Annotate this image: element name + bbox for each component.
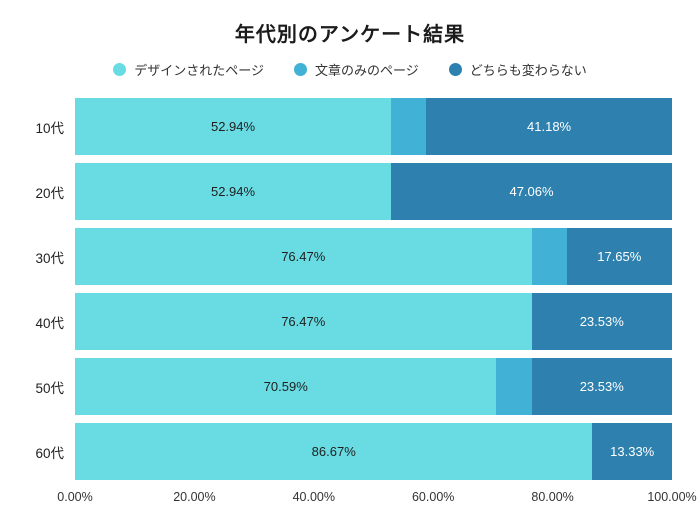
- legend-label: どちらも変わらない: [469, 63, 587, 78]
- bar-segment: 17.65%: [566, 228, 672, 285]
- bar-track: 86.67% 13.33%: [75, 423, 672, 480]
- bar-track: 70.59% 23.53%: [75, 358, 672, 415]
- legend-item-designed-page: デザインされたページ: [113, 60, 264, 79]
- category-label: 60代: [35, 445, 64, 461]
- chart-row: 30代 76.47% 17.65%: [0, 224, 672, 289]
- chart-row: 20代 52.94% 47.06%: [0, 159, 672, 224]
- legend-label: 文章のみのページ: [314, 63, 419, 78]
- bar-segment: 76.47%: [75, 293, 532, 350]
- bar-segment: 52.94%: [75, 163, 392, 220]
- category-label: 50代: [35, 380, 64, 396]
- bar-segment: [496, 358, 532, 415]
- legend-swatch-circle-icon: [448, 63, 462, 76]
- bar-segment: 76.47%: [75, 228, 532, 285]
- legend-item-no-difference: どちらも変わらない: [448, 60, 587, 79]
- category-label: 10代: [35, 120, 64, 136]
- bar-track: 52.94% 41.18%: [75, 98, 672, 155]
- bar-track: 76.47% 23.53%: [75, 293, 672, 350]
- x-axis-tick-label: 60.00%: [411, 490, 455, 504]
- bar-segment: 41.18%: [426, 98, 672, 155]
- bar-track: 52.94% 47.06%: [75, 163, 672, 220]
- bar-track: 76.47% 17.65%: [75, 228, 672, 285]
- bar-segment: 70.59%: [75, 358, 497, 415]
- bar-segment: 86.67%: [75, 423, 593, 480]
- legend-label: デザインされたページ: [134, 63, 264, 78]
- category-label: 20代: [35, 185, 64, 201]
- bar-segment: 23.53%: [531, 293, 672, 350]
- legend-item-text-only-page: 文章のみのページ: [293, 60, 419, 79]
- legend: デザインされたページ 文章のみのページ どちらも変わらない: [0, 60, 700, 79]
- bar-segment: 52.94%: [75, 98, 392, 155]
- category-label: 40代: [35, 315, 64, 331]
- bar-segment: [531, 228, 567, 285]
- legend-swatch-circle-icon: [113, 63, 127, 76]
- chart-rows: 10代 52.94% 41.18% 20代 52.94% 47.06% 30代 76.47% 1…: [0, 94, 672, 484]
- bar-segment: 23.53%: [531, 358, 672, 415]
- x-axis-tick-label: 40.00%: [292, 490, 335, 504]
- category-label: 30代: [35, 250, 64, 266]
- x-axis-tick-label: 20.00%: [173, 490, 216, 504]
- chart-row: 10代 52.94% 41.18%: [0, 94, 672, 159]
- x-axis: 0.00% 20.00% 40.00% 60.00% 80.00% 100.00%: [57, 490, 696, 512]
- legend-swatch-circle-icon: [293, 63, 307, 76]
- chart-row: 60代 86.67% 13.33%: [0, 419, 672, 484]
- x-axis-tick-label: 80.00%: [531, 490, 574, 504]
- x-axis-tick-label: 100.00%: [647, 490, 697, 504]
- chart-title: 年代別のアンケート結果: [234, 24, 466, 46]
- bar-segment: [391, 98, 427, 155]
- chart-row: 40代 76.47% 23.53%: [0, 289, 672, 354]
- bar-segment: 47.06%: [391, 163, 672, 220]
- chart-row: 50代 70.59% 23.53%: [0, 354, 672, 419]
- bar-segment: 13.33%: [592, 423, 672, 480]
- x-axis-tick-label: 0.00%: [57, 490, 93, 504]
